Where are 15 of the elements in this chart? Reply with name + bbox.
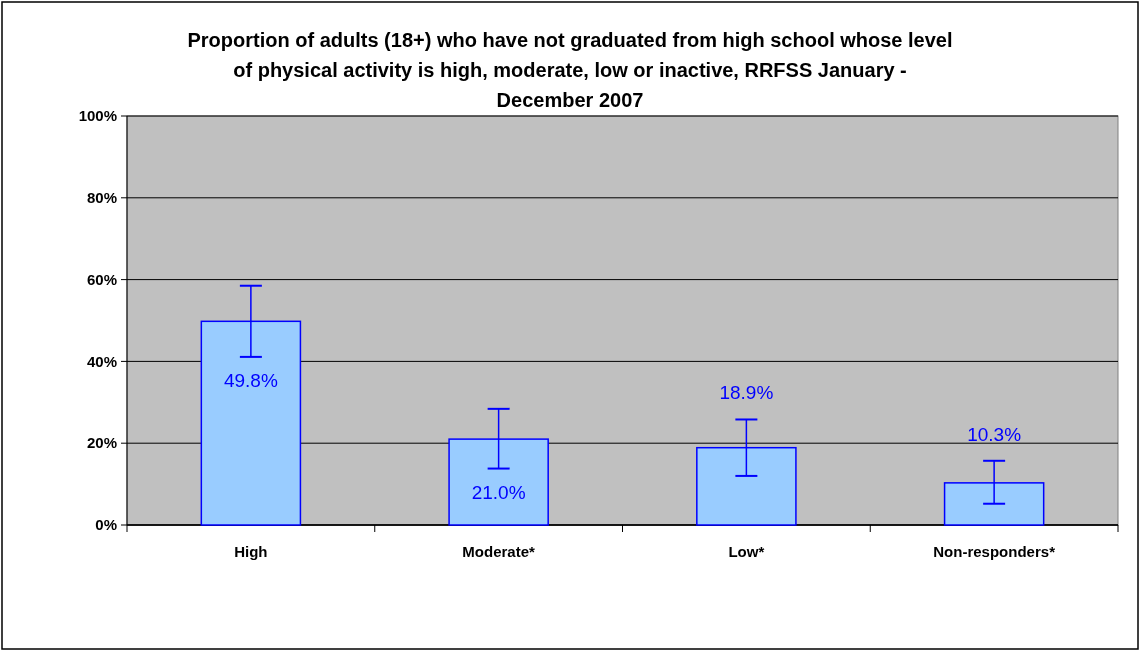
y-tick-label: 100% bbox=[78, 107, 117, 125]
x-tick-label: Moderate* bbox=[462, 543, 536, 560]
y-tick-label: 80% bbox=[86, 189, 117, 207]
data-label: 18.9% bbox=[719, 382, 774, 404]
y-tick-label: 20% bbox=[86, 434, 117, 452]
y-tick-label: 60% bbox=[86, 270, 117, 288]
data-label: 49.8% bbox=[223, 369, 278, 391]
y-tick-label: 40% bbox=[86, 352, 117, 370]
x-tick-label: Low* bbox=[728, 543, 765, 560]
chart-title: Proportion of adults (18+) who have not graduated from high school whose level of physical activity is high, moderate, low or inactive, RRFSS January - December 2007 bbox=[187, 29, 953, 111]
data-label: 21.0% bbox=[471, 481, 526, 503]
y-tick-label: 0% bbox=[95, 516, 117, 534]
x-tick-label: High bbox=[234, 543, 268, 560]
x-tick-label: Non-responders* bbox=[933, 543, 1056, 560]
data-label: 10.3% bbox=[967, 423, 1022, 445]
